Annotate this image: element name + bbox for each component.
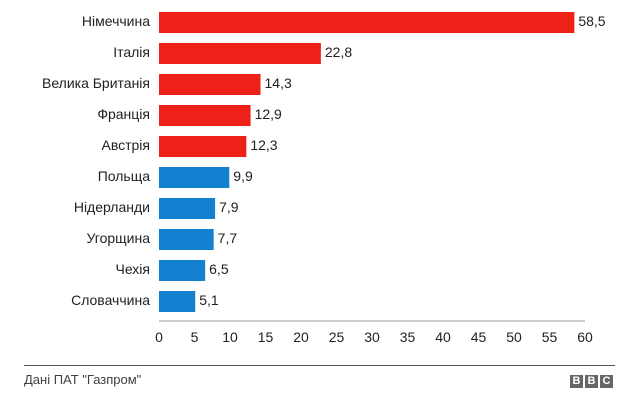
value-label: 22,8 (325, 44, 352, 60)
bar (159, 229, 214, 250)
x-tick-label: 50 (506, 329, 522, 345)
value-label: 12,3 (250, 137, 277, 153)
footer-divider (24, 365, 615, 366)
value-label: 12,9 (255, 106, 282, 122)
bbc-logo-letter: B (570, 375, 583, 388)
value-label: 5,1 (199, 292, 219, 308)
value-label: 7,9 (219, 199, 239, 215)
bar-chart: Німеччина 58,5 Італія 22,8 Велика Британія 14… (42, 12, 606, 345)
bar (159, 291, 196, 312)
bar (159, 198, 216, 219)
category-label: Нідерланди (74, 199, 150, 215)
category-label: Чехія (115, 261, 150, 277)
x-tick-label: 40 (435, 329, 451, 345)
value-label: 58,5 (578, 13, 605, 29)
value-label: 14,3 (265, 75, 292, 91)
bar (159, 12, 575, 33)
x-tick-label: 15 (258, 329, 274, 345)
x-tick-label: 10 (222, 329, 238, 345)
bbc-logo: B B C (570, 375, 613, 388)
category-label: Німеччина (82, 13, 150, 29)
value-label: 6,5 (209, 261, 229, 277)
x-tick-label: 60 (577, 329, 593, 345)
bbc-logo-letter: B (585, 375, 598, 388)
x-tick-label: 0 (155, 329, 163, 345)
x-tick-label: 55 (542, 329, 558, 345)
category-label: Польща (98, 168, 151, 184)
x-tick-label: 45 (471, 329, 487, 345)
category-label: Італія (113, 44, 150, 60)
bar (159, 260, 206, 281)
bbc-logo-letter: C (600, 375, 613, 388)
x-axis: 0 5 10 15 20 25 30 35 40 45 50 55 60 (155, 320, 593, 345)
category-label: Велика Британія (42, 75, 150, 91)
category-label: Франція (97, 106, 150, 122)
x-tick-label: 30 (364, 329, 380, 345)
category-label: Австрія (101, 137, 150, 153)
bar (159, 74, 261, 95)
bar (159, 167, 230, 188)
bar (159, 43, 321, 64)
value-label: 9,9 (233, 168, 253, 184)
x-tick-label: 5 (191, 329, 199, 345)
value-label: 7,7 (218, 230, 238, 246)
category-label: Угорщина (87, 230, 151, 246)
x-tick-label: 20 (293, 329, 309, 345)
bar (159, 136, 247, 157)
bars-group: Німеччина 58,5 Італія 22,8 Велика Британія 14… (42, 12, 606, 312)
bar (159, 105, 251, 126)
category-label: Словаччина (71, 292, 150, 308)
x-tick-label: 25 (329, 329, 345, 345)
x-tick-label: 35 (400, 329, 416, 345)
source-note: Дані ПАТ "Газпром" (24, 372, 142, 387)
